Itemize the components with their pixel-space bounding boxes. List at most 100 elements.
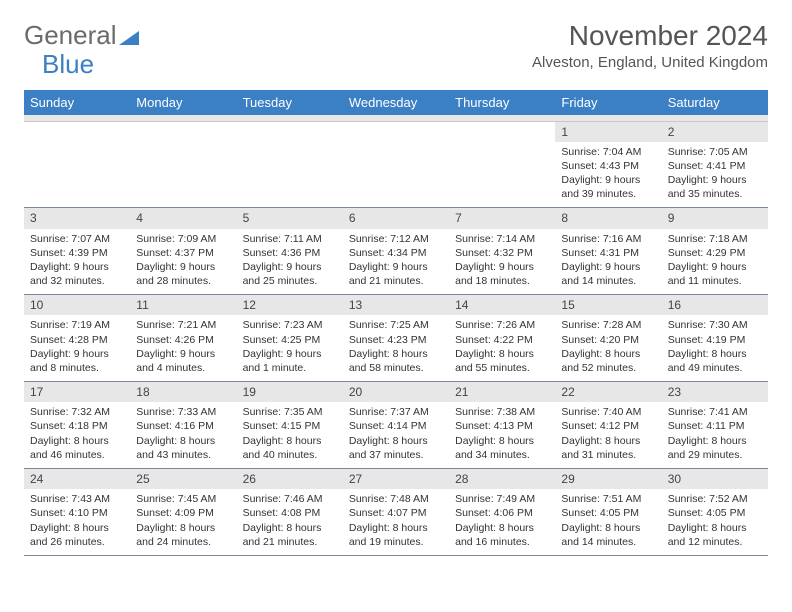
day-info-sr: Sunrise: 7:25 AM [349, 318, 443, 332]
day-info-d2: and 21 minutes. [243, 535, 337, 549]
day-header-saturday: Saturday [662, 90, 768, 115]
day-number: 3 [24, 208, 130, 228]
day-info-d2: and 52 minutes. [561, 361, 655, 375]
day-number: 17 [24, 382, 130, 402]
day-info-ss: Sunset: 4:32 PM [455, 246, 549, 260]
day-info-ss: Sunset: 4:10 PM [30, 506, 124, 520]
day-number: 8 [555, 208, 661, 228]
day-cell: 29Sunrise: 7:51 AMSunset: 4:05 PMDayligh… [555, 469, 661, 556]
day-info-d1: Daylight: 9 hours [455, 260, 549, 274]
day-info-d2: and 58 minutes. [349, 361, 443, 375]
day-info-d1: Daylight: 8 hours [561, 347, 655, 361]
day-info-sr: Sunrise: 7:32 AM [30, 405, 124, 419]
day-info-d1: Daylight: 8 hours [455, 521, 549, 535]
day-info-ss: Sunset: 4:29 PM [668, 246, 762, 260]
day-info-d1: Daylight: 8 hours [349, 347, 443, 361]
day-info-d1: Daylight: 8 hours [243, 521, 337, 535]
day-number: 10 [24, 295, 130, 315]
day-info-ss: Sunset: 4:16 PM [136, 419, 230, 433]
day-info-d2: and 4 minutes. [136, 361, 230, 375]
day-info-d2: and 26 minutes. [30, 535, 124, 549]
day-number: 13 [343, 295, 449, 315]
day-info-sr: Sunrise: 7:37 AM [349, 405, 443, 419]
day-info-d2: and 25 minutes. [243, 274, 337, 288]
day-cell: 6Sunrise: 7:12 AMSunset: 4:34 PMDaylight… [343, 208, 449, 295]
day-cell: 27Sunrise: 7:48 AMSunset: 4:07 PMDayligh… [343, 469, 449, 556]
day-info-sr: Sunrise: 7:14 AM [455, 232, 549, 246]
day-info-d2: and 12 minutes. [668, 535, 762, 549]
day-header-tuesday: Tuesday [237, 90, 343, 115]
day-info-d1: Daylight: 8 hours [668, 521, 762, 535]
day-info-d2: and 35 minutes. [668, 187, 762, 201]
day-number: 30 [662, 469, 768, 489]
day-cell: 23Sunrise: 7:41 AMSunset: 4:11 PMDayligh… [662, 382, 768, 469]
day-info-d1: Daylight: 9 hours [668, 260, 762, 274]
day-info-sr: Sunrise: 7:52 AM [668, 492, 762, 506]
day-info-d1: Daylight: 9 hours [30, 347, 124, 361]
day-info-d2: and 40 minutes. [243, 448, 337, 462]
day-cell: 11Sunrise: 7:21 AMSunset: 4:26 PMDayligh… [130, 295, 236, 382]
day-cell: 1Sunrise: 7:04 AMSunset: 4:43 PMDaylight… [555, 121, 661, 208]
day-info-sr: Sunrise: 7:28 AM [561, 318, 655, 332]
day-info-d2: and 31 minutes. [561, 448, 655, 462]
title-block: November 2024 Alveston, England, United … [532, 20, 768, 71]
day-info-d1: Daylight: 8 hours [561, 434, 655, 448]
day-info-d2: and 49 minutes. [668, 361, 762, 375]
day-info-d1: Daylight: 9 hours [561, 260, 655, 274]
logo-text-gray: General [24, 20, 117, 51]
day-info-sr: Sunrise: 7:40 AM [561, 405, 655, 419]
day-info-sr: Sunrise: 7:21 AM [136, 318, 230, 332]
day-info-d2: and 8 minutes. [30, 361, 124, 375]
day-number: 9 [662, 208, 768, 228]
week-row: 3Sunrise: 7:07 AMSunset: 4:39 PMDaylight… [24, 208, 768, 295]
day-number: 4 [130, 208, 236, 228]
day-info-d2: and 14 minutes. [561, 274, 655, 288]
day-number: 18 [130, 382, 236, 402]
day-info-sr: Sunrise: 7:48 AM [349, 492, 443, 506]
day-info-d1: Daylight: 9 hours [136, 260, 230, 274]
day-info-ss: Sunset: 4:09 PM [136, 506, 230, 520]
day-info-sr: Sunrise: 7:41 AM [668, 405, 762, 419]
day-info-ss: Sunset: 4:25 PM [243, 333, 337, 347]
day-info-sr: Sunrise: 7:05 AM [668, 145, 762, 159]
day-info-d2: and 34 minutes. [455, 448, 549, 462]
day-cell [343, 121, 449, 208]
day-cell: 24 Sunrise: 7:43 AMSunset: 4:10 PMDayligh… [24, 469, 130, 556]
calendar-table: SundayMondayTuesdayWednesdayThursdayFrid… [24, 90, 768, 556]
day-info-sr: Sunrise: 7:43 AM [30, 492, 124, 506]
day-info-d2: and 55 minutes. [455, 361, 549, 375]
day-info-d1: Daylight: 8 hours [30, 521, 124, 535]
day-cell: 17Sunrise: 7:32 AMSunset: 4:18 PMDayligh… [24, 382, 130, 469]
day-info-ss: Sunset: 4:26 PM [136, 333, 230, 347]
day-info-d1: Daylight: 9 hours [561, 173, 655, 187]
day-cell: 26Sunrise: 7:46 AMSunset: 4:08 PMDayligh… [237, 469, 343, 556]
day-info-ss: Sunset: 4:41 PM [668, 159, 762, 173]
day-info-ss: Sunset: 4:36 PM [243, 246, 337, 260]
day-info-ss: Sunset: 4:06 PM [455, 506, 549, 520]
day-number: 19 [237, 382, 343, 402]
day-info-d2: and 32 minutes. [30, 274, 124, 288]
day-number: 23 [662, 382, 768, 402]
day-info-sr: Sunrise: 7:19 AM [30, 318, 124, 332]
day-header-row: SundayMondayTuesdayWednesdayThursdayFrid… [24, 90, 768, 115]
day-info-sr: Sunrise: 7:26 AM [455, 318, 549, 332]
day-cell: 8Sunrise: 7:16 AMSunset: 4:31 PMDaylight… [555, 208, 661, 295]
day-info-ss: Sunset: 4:39 PM [30, 246, 124, 260]
day-info-d2: and 29 minutes. [668, 448, 762, 462]
day-info-ss: Sunset: 4:20 PM [561, 333, 655, 347]
day-cell: 10 Sunrise: 7:19 AMSunset: 4:28 PMDayligh… [24, 295, 130, 382]
day-info-d1: Daylight: 8 hours [243, 434, 337, 448]
day-info-ss: Sunset: 4:05 PM [561, 506, 655, 520]
day-number: 24 [24, 469, 130, 489]
day-number: 14 [449, 295, 555, 315]
day-info-ss: Sunset: 4:28 PM [30, 333, 124, 347]
day-info-d1: Daylight: 9 hours [30, 260, 124, 274]
day-cell: 7Sunrise: 7:14 AMSunset: 4:32 PMDaylight… [449, 208, 555, 295]
day-cell: 22Sunrise: 7:40 AMSunset: 4:12 PMDayligh… [555, 382, 661, 469]
logo-text-blue: Blue [42, 49, 94, 80]
day-number: 28 [449, 469, 555, 489]
day-info-d2: and 19 minutes. [349, 535, 443, 549]
day-info-sr: Sunrise: 7:49 AM [455, 492, 549, 506]
week-row: 24Sunrise: 7:43 AMSunset: 4:10 PMDayligh… [24, 469, 768, 556]
day-info-d1: Daylight: 9 hours [349, 260, 443, 274]
